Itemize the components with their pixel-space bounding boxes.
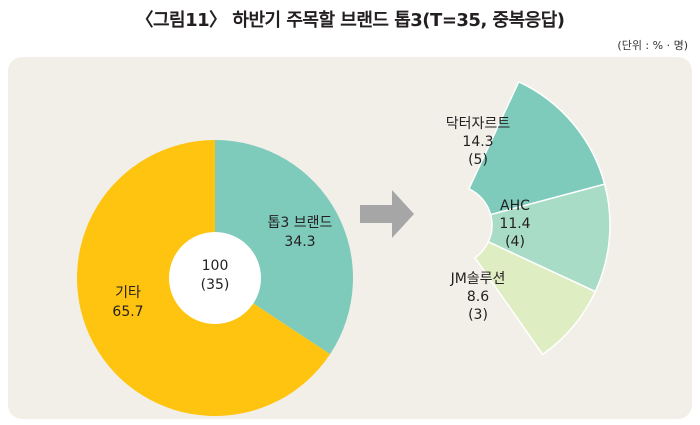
data-label-jm-name: JM솔루션 (450, 271, 506, 287)
data-label-drtsurt-name: 닥터자르트 (446, 116, 511, 132)
unit-label: (단위 : % · 명) (617, 39, 688, 52)
center-count-label: (35) (201, 277, 230, 293)
data-label-top3-name: 톱3 브랜드 (268, 215, 333, 231)
breakdown-fan-chart: 닥터자르트 14.3 (5) AHC 11.4 (4) JM솔루션 8.6 (3… (446, 80, 611, 356)
data-label-ahc-count: (4) (505, 234, 525, 250)
data-label-ahc-name: AHC (500, 198, 530, 214)
data-label-jm-value: 8.6 (467, 289, 489, 305)
data-label-jm-count: (3) (468, 307, 488, 323)
data-label-drtsurt-count: (5) (468, 152, 488, 168)
donut-hole (169, 232, 261, 324)
chart-title: 〈그림11〉 하반기 주목할 브랜드 톱3(T=35, 중복응답) (135, 10, 565, 31)
data-label-top3-value: 34.3 (284, 234, 315, 250)
data-label-drtsurt-value: 14.3 (462, 134, 493, 150)
data-label-others-value: 65.7 (112, 304, 143, 320)
center-total-label: 100 (202, 258, 229, 274)
data-label-ahc-value: 11.4 (499, 216, 530, 232)
fan-segment-ahc (487, 183, 611, 293)
arrow-right-icon (360, 190, 414, 238)
fan-segment-jm (473, 240, 597, 356)
fan-segment-drtsurt (467, 80, 606, 216)
donut-chart: 톱3 브랜드 34.3 기타 65.7 100 (35) (77, 140, 353, 416)
data-label-others-name: 기타 (115, 285, 141, 301)
